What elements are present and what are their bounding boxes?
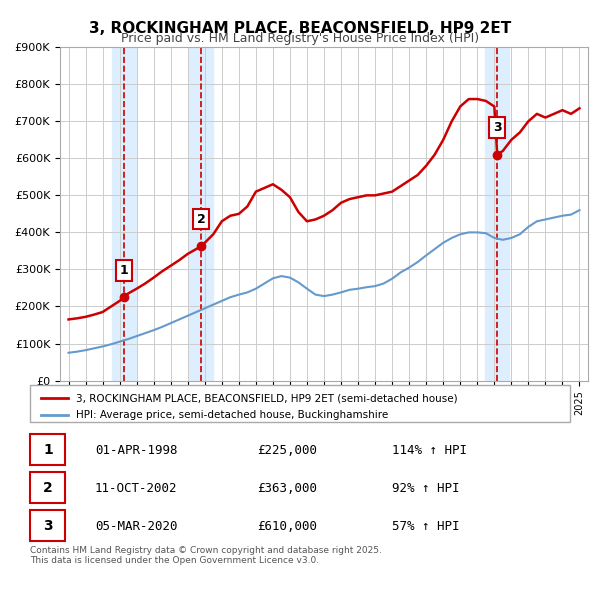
Text: 3, ROCKINGHAM PLACE, BEACONSFIELD, HP9 2ET (semi-detached house): 3, ROCKINGHAM PLACE, BEACONSFIELD, HP9 2… [76, 393, 458, 403]
FancyBboxPatch shape [30, 510, 65, 541]
Text: 3, ROCKINGHAM PLACE, BEACONSFIELD, HP9 2ET: 3, ROCKINGHAM PLACE, BEACONSFIELD, HP9 2… [89, 21, 511, 35]
Text: £225,000: £225,000 [257, 444, 317, 457]
Text: 3: 3 [493, 121, 502, 135]
Text: 2: 2 [43, 481, 53, 495]
Text: 1: 1 [119, 264, 128, 277]
FancyBboxPatch shape [30, 472, 65, 503]
Text: 01-APR-1998: 01-APR-1998 [95, 444, 178, 457]
Text: HPI: Average price, semi-detached house, Buckinghamshire: HPI: Average price, semi-detached house,… [76, 409, 388, 419]
Text: 114% ↑ HPI: 114% ↑ HPI [392, 444, 467, 457]
Text: £363,000: £363,000 [257, 481, 317, 494]
Bar [112, 47, 136, 381]
Text: 2: 2 [197, 213, 205, 226]
FancyBboxPatch shape [30, 385, 570, 422]
Text: Contains HM Land Registry data © Crown copyright and database right 2025.
This d: Contains HM Land Registry data © Crown c… [30, 546, 382, 565]
Text: 3: 3 [43, 519, 53, 533]
Text: 05-MAR-2020: 05-MAR-2020 [95, 520, 178, 533]
Text: £610,000: £610,000 [257, 520, 317, 533]
Text: 57% ↑ HPI: 57% ↑ HPI [392, 520, 460, 533]
Bar [485, 47, 509, 381]
Text: 1: 1 [43, 443, 53, 457]
Text: 92% ↑ HPI: 92% ↑ HPI [392, 481, 460, 494]
Bar [189, 47, 213, 381]
Text: 11-OCT-2002: 11-OCT-2002 [95, 481, 178, 494]
FancyBboxPatch shape [30, 434, 65, 465]
Text: Price paid vs. HM Land Registry's House Price Index (HPI): Price paid vs. HM Land Registry's House … [121, 32, 479, 45]
